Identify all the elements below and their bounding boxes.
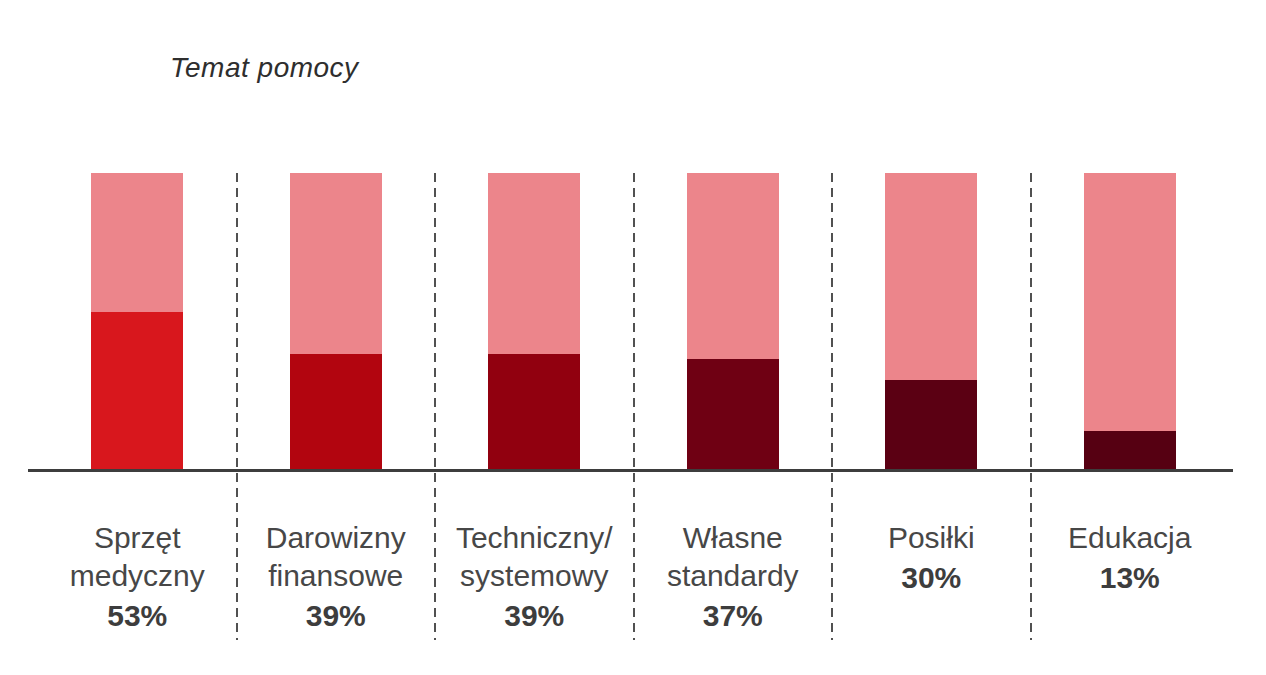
bar [687, 173, 779, 469]
value-label: 39% [266, 597, 406, 635]
bar-total-segment [687, 173, 779, 469]
bar-value-segment [91, 312, 183, 469]
value-label: 39% [456, 597, 613, 635]
chart-canvas: Temat pomocy Sprzętmedyczny53% Darowiznyf… [0, 0, 1266, 675]
x-axis-line [28, 469, 1233, 472]
category-label-group: Edukacja13% [1068, 519, 1191, 597]
value-label: 30% [888, 559, 975, 597]
bar-value-segment [687, 359, 779, 469]
bar-column: Edukacja13% [1031, 173, 1230, 640]
bar-column: Darowiznyfinansowe39% [237, 173, 436, 640]
category-label-group: Sprzętmedyczny53% [70, 519, 205, 635]
bar [91, 173, 183, 469]
value-label: 13% [1068, 559, 1191, 597]
bar-value-segment [290, 354, 382, 469]
category-label: Posiłki [888, 519, 975, 557]
bar-value-segment [1084, 431, 1176, 469]
category-label-group: Własnestandardy37% [667, 519, 799, 635]
value-label: 37% [667, 597, 799, 635]
bar-column: Sprzętmedyczny53% [38, 173, 237, 640]
category-label-group: Techniczny/systemowy39% [456, 519, 613, 635]
plot-area: Sprzętmedyczny53%Darowiznyfinansowe39%Te… [38, 173, 1229, 640]
bar-value-segment [885, 380, 977, 469]
bar-total-segment [488, 173, 580, 469]
category-label-group: Darowiznyfinansowe39% [266, 519, 406, 635]
bar-total-segment [885, 173, 977, 469]
value-label: 53% [70, 597, 205, 635]
category-label: Techniczny/systemowy [456, 519, 613, 595]
bar-column: Własnestandardy37% [634, 173, 833, 640]
category-label: Własnestandardy [667, 519, 799, 595]
bar [885, 173, 977, 469]
bar-value-segment [488, 354, 580, 469]
bar [290, 173, 382, 469]
chart-title: Temat pomocy [170, 52, 359, 84]
bar-total-segment [1084, 173, 1176, 469]
bar-total-segment [91, 173, 183, 469]
category-label: Edukacja [1068, 519, 1191, 557]
bar [1084, 173, 1176, 469]
category-label: Sprzętmedyczny [70, 519, 205, 595]
bar-total-segment [290, 173, 382, 469]
category-label: Darowiznyfinansowe [266, 519, 406, 595]
bar-column: Techniczny/systemowy39% [435, 173, 634, 640]
bar-column: Posiłki30% [832, 173, 1031, 640]
bar [488, 173, 580, 469]
category-label-group: Posiłki30% [888, 519, 975, 597]
